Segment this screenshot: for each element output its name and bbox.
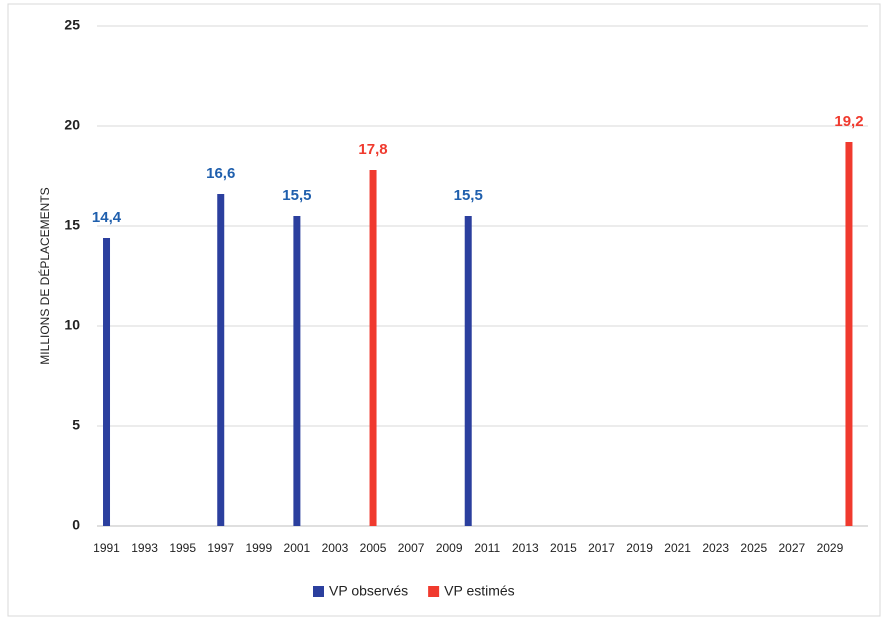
data-label: 16,6 — [206, 165, 235, 182]
x-tick-label: 1991 — [93, 541, 120, 555]
x-tick-label: 2021 — [664, 541, 691, 555]
data-label: 15,5 — [282, 187, 311, 204]
x-tick-label: 1995 — [169, 541, 196, 555]
x-tick-label: 1999 — [245, 541, 272, 555]
x-tick-label: 2029 — [817, 541, 844, 555]
data-label: 15,5 — [454, 187, 483, 204]
y-tick-label: 0 — [72, 517, 80, 533]
x-tick-label: 2013 — [512, 541, 539, 555]
x-tick-label: 2015 — [550, 541, 577, 555]
x-tick-label: 2019 — [626, 541, 653, 555]
bar — [845, 142, 853, 526]
bar — [293, 216, 301, 526]
legend-swatch — [428, 586, 440, 597]
legend-label: VP observés — [329, 583, 408, 599]
x-tick-label: 2025 — [740, 541, 767, 555]
y-tick-label: 20 — [64, 117, 80, 133]
x-tick-label: 1997 — [207, 541, 234, 555]
legend-swatch — [313, 586, 324, 597]
bar — [464, 216, 472, 526]
y-tick-label: 25 — [64, 17, 80, 33]
x-tick-label: 2007 — [398, 541, 425, 555]
x-tick-label: 2009 — [436, 541, 463, 555]
y-axis-label: MILLIONS DE DÉPLACEMENTS — [37, 187, 52, 364]
y-tick-label: 5 — [72, 417, 80, 433]
data-label: 14,4 — [92, 209, 122, 226]
data-label: 19,2 — [834, 113, 863, 130]
data-label: 17,8 — [358, 141, 387, 158]
x-tick-label: 2011 — [474, 541, 500, 555]
y-tick-label: 10 — [64, 317, 80, 333]
bar — [217, 194, 225, 526]
chart-frame — [7, 3, 881, 617]
x-tick-label: 2003 — [322, 541, 349, 555]
x-tick-label: 2001 — [284, 541, 311, 555]
x-tick-label: 2005 — [360, 541, 387, 555]
bar — [103, 238, 111, 526]
bar — [369, 170, 377, 526]
x-tick-label: 2023 — [702, 541, 729, 555]
x-tick-label: 2027 — [779, 541, 806, 555]
legend-label: VP estimés — [444, 583, 515, 599]
y-tick-label: 15 — [64, 217, 80, 233]
x-tick-label: 2017 — [588, 541, 615, 555]
x-tick-label: 1993 — [131, 541, 158, 555]
